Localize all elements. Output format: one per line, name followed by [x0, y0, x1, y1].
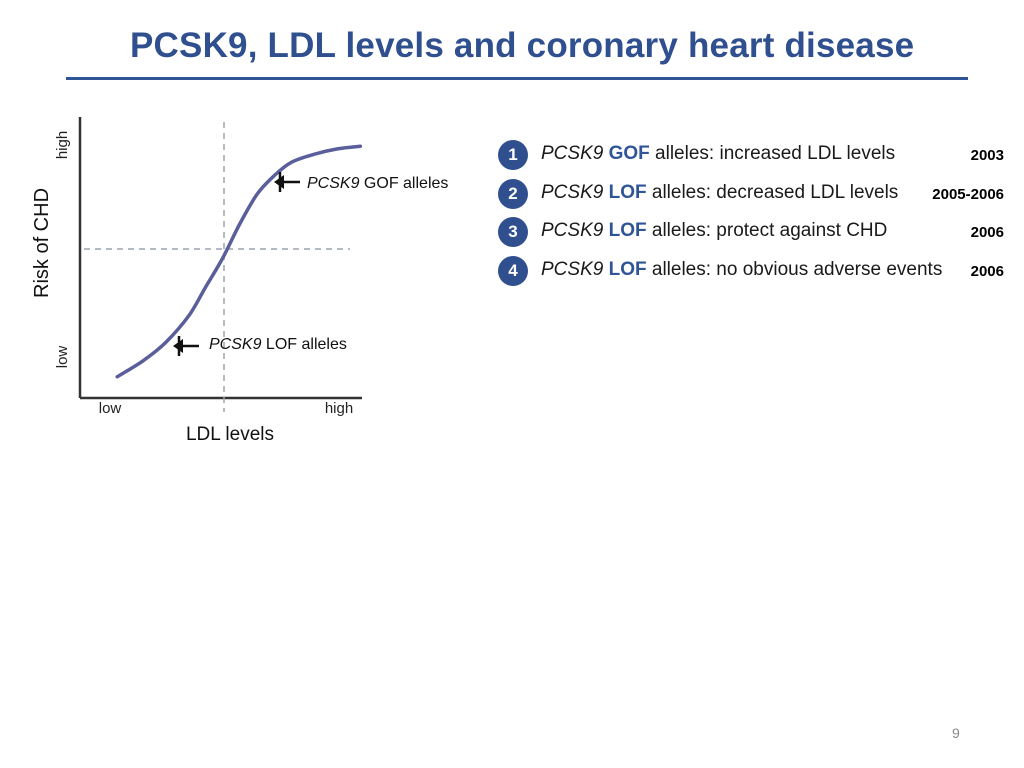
risk-ldl-chart: high low Risk of CHD low high LDL levels…	[31, 117, 448, 445]
number-badge: 1	[498, 140, 528, 170]
gene-name: PCSK9	[541, 143, 604, 164]
finding-description: alleles: no obvious adverse events	[651, 258, 943, 280]
finding-description: alleles: decreased LDL levels	[651, 181, 899, 203]
left-arrowhead	[173, 339, 183, 353]
finding-text: PCSK9 LOF alleles: no obvious adverse ev…	[541, 259, 942, 281]
page-number: 9	[952, 725, 960, 741]
x-tick-high: high	[325, 400, 353, 417]
x-axis-label: LDL levels	[186, 424, 274, 445]
finding-item: 4 PCSK9 LOF alleles: no obvious adverse …	[498, 255, 1008, 295]
allele-type: LOF	[608, 258, 647, 280]
finding-year: 2006	[970, 224, 1004, 241]
y-axis-label: Risk of CHD	[31, 188, 53, 298]
finding-year: 2006	[970, 262, 1004, 280]
allele-type: LOF	[608, 220, 647, 241]
finding-text: PCSK9 LOF alleles: decreased LDL levels	[541, 182, 898, 204]
risk-curve	[115, 144, 363, 379]
number-badge: 2	[498, 178, 528, 209]
allele-type: GOF	[608, 143, 650, 164]
title-divider	[66, 77, 968, 80]
y-tick-high: high	[54, 131, 71, 159]
finding-text: PCSK9 LOF alleles: protect against CHD	[541, 220, 887, 242]
finding-description: alleles: increased LDL levels	[655, 143, 896, 164]
gene-name: PCSK9	[541, 258, 604, 280]
gof-annotation: PCSK9 GOF alleles	[274, 172, 448, 192]
slide-title: PCSK9, LDL levels and coronary heart dis…	[130, 26, 915, 65]
finding-description: alleles: protect against CHD	[651, 220, 888, 241]
y-tick-low: low	[54, 346, 71, 369]
finding-year: 2005-2006	[932, 185, 1004, 203]
number-badge: 4	[498, 255, 528, 286]
left-arrowhead	[274, 175, 284, 189]
svg-text:PCSK9 LOF alleles: PCSK9 LOF alleles	[209, 336, 347, 353]
lof-allele-label: LOF alleles	[266, 336, 347, 353]
finding-item: 2 PCSK9 LOF alleles: decreased LDL level…	[498, 178, 1008, 218]
findings-list: 1 PCSK9 GOF alleles: increased LDL level…	[498, 140, 1008, 294]
finding-year: 2003	[970, 147, 1004, 164]
svg-text:PCSK9 GOF alleles: PCSK9 GOF alleles	[307, 175, 448, 192]
gof-allele-label: GOF alleles	[364, 175, 448, 192]
x-tick-low: low	[99, 400, 122, 417]
lof-gene-label: PCSK9	[209, 336, 262, 353]
allele-type: LOF	[608, 181, 647, 203]
finding-item: 3 PCSK9 LOF alleles: protect against CHD…	[498, 217, 1008, 256]
gene-name: PCSK9	[541, 220, 604, 241]
number-badge: 3	[498, 217, 528, 247]
gene-name: PCSK9	[541, 181, 604, 203]
finding-item: 1 PCSK9 GOF alleles: increased LDL level…	[498, 140, 1008, 179]
gof-gene-label: PCSK9	[307, 175, 360, 192]
lof-annotation: PCSK9 LOF alleles	[173, 336, 347, 356]
finding-text: PCSK9 GOF alleles: increased LDL levels	[541, 143, 895, 165]
